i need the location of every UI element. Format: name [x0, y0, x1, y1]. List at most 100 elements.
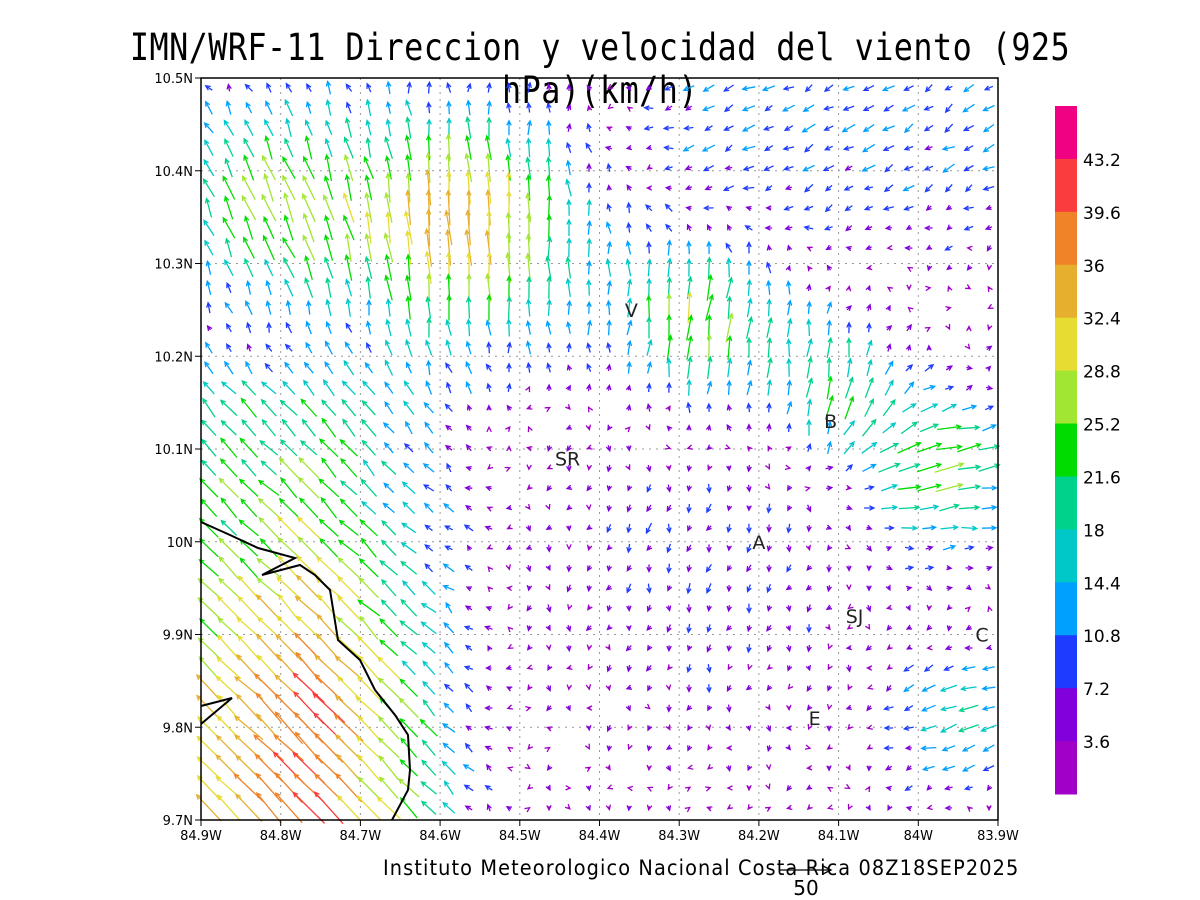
- wind-vector: [585, 684, 592, 691]
- wind-vector: [846, 504, 853, 510]
- wind-vector: [605, 584, 612, 591]
- wind-vector: [666, 313, 672, 341]
- wind-vector: [566, 564, 572, 573]
- wind-vector: [337, 539, 360, 557]
- wind-vector: [216, 634, 241, 662]
- wind-vector: [985, 365, 992, 372]
- wind-vector: [505, 726, 513, 732]
- wind-vector: [804, 744, 812, 750]
- wind-vector: [298, 497, 319, 519]
- wind-vector: [464, 134, 472, 160]
- x-tick-label: 84.2W: [738, 829, 780, 844]
- wind-vector: [304, 254, 313, 280]
- wind-vector: [283, 214, 294, 241]
- wind-vector: [786, 785, 793, 792]
- wind-vector: [378, 776, 399, 800]
- wind-vector: [301, 418, 317, 437]
- wind-vector: [863, 205, 874, 211]
- wind-vector: [244, 118, 254, 136]
- wind-vector: [544, 746, 551, 753]
- wind-vector: [627, 485, 633, 492]
- wind-vector: [864, 225, 873, 231]
- wind-vector: [525, 404, 533, 410]
- wind-vector: [702, 205, 714, 211]
- wind-vector: [807, 723, 813, 731]
- wind-vector: [943, 665, 954, 671]
- wind-vector: [324, 153, 333, 182]
- wind-vector: [279, 439, 298, 457]
- wind-vector: [984, 405, 995, 411]
- wind-vector: [741, 85, 756, 92]
- wind-vector: [626, 543, 632, 554]
- wind-vector: [823, 105, 834, 111]
- wind-vector: [423, 401, 434, 414]
- colorbar-label: 18: [1083, 521, 1105, 541]
- wind-vector: [336, 616, 361, 639]
- wind-vector: [606, 126, 613, 132]
- wind-vector: [803, 205, 814, 211]
- wind-vector: [222, 216, 236, 239]
- wind-vector: [965, 624, 972, 631]
- wind-vector: [345, 101, 352, 114]
- wind-vector: [324, 340, 333, 355]
- wind-vector: [866, 565, 872, 572]
- wind-vector: [264, 135, 273, 160]
- wind-vector: [359, 519, 378, 537]
- wind-vector: [485, 665, 492, 671]
- wind-vector: [443, 780, 454, 795]
- wind-vector: [566, 237, 572, 258]
- wind-vector: [935, 482, 964, 493]
- wind-vector: [336, 794, 361, 821]
- wind-vector: [357, 776, 380, 799]
- wind-vector: [274, 711, 303, 745]
- wind-vector: [958, 704, 979, 713]
- wind-vector: [882, 398, 896, 417]
- wind-vector: [281, 418, 296, 437]
- wind-vector: [684, 184, 693, 191]
- wind-vector: [303, 361, 314, 374]
- wind-vector: [741, 124, 756, 132]
- wind-vector: [923, 124, 934, 132]
- wind-vector: [766, 624, 772, 632]
- wind-vector: [666, 504, 672, 513]
- wind-vector: [625, 126, 632, 132]
- wind-vector: [319, 538, 339, 558]
- wind-vector: [223, 195, 234, 220]
- wind-vector: [900, 421, 919, 435]
- wind-vector: [626, 201, 632, 213]
- wind-vector: [746, 564, 752, 573]
- wind-vector: [725, 312, 734, 343]
- wind-vector: [359, 615, 379, 640]
- wind-vector: [881, 85, 895, 92]
- wind-vector: [806, 337, 813, 357]
- wind-vector: [845, 305, 852, 312]
- wind-vector: [585, 504, 592, 511]
- wind-vector: [806, 784, 813, 791]
- colorbar-label: 7.2: [1083, 680, 1110, 700]
- wind-vector: [786, 317, 793, 338]
- wind-vector: [926, 264, 933, 272]
- wind-vector: [785, 725, 792, 731]
- wind-vector: [586, 644, 593, 651]
- wind-vector: [442, 584, 455, 591]
- wind-vector: [804, 486, 812, 492]
- colorbar-label: 28.8: [1083, 363, 1121, 383]
- wind-vector: [292, 791, 326, 824]
- wind-vector: [565, 320, 572, 334]
- wind-vector: [485, 685, 492, 692]
- wind-vector: [826, 564, 832, 573]
- wind-vector: [465, 703, 473, 713]
- wind-vector: [338, 519, 359, 536]
- wind-vector: [806, 418, 812, 436]
- wind-vector: [802, 164, 815, 172]
- wind-vector: [445, 153, 452, 182]
- wind-vector: [525, 705, 532, 712]
- wind-vector: [924, 326, 931, 333]
- y-tick-label: 10.4N: [154, 165, 193, 180]
- wind-vector: [241, 458, 257, 477]
- wind-vector: [762, 125, 774, 131]
- x-tick-label: 84.4W: [579, 829, 621, 844]
- wind-vector: [741, 145, 756, 152]
- wind-vector: [586, 300, 592, 314]
- wind-vector: [324, 137, 333, 158]
